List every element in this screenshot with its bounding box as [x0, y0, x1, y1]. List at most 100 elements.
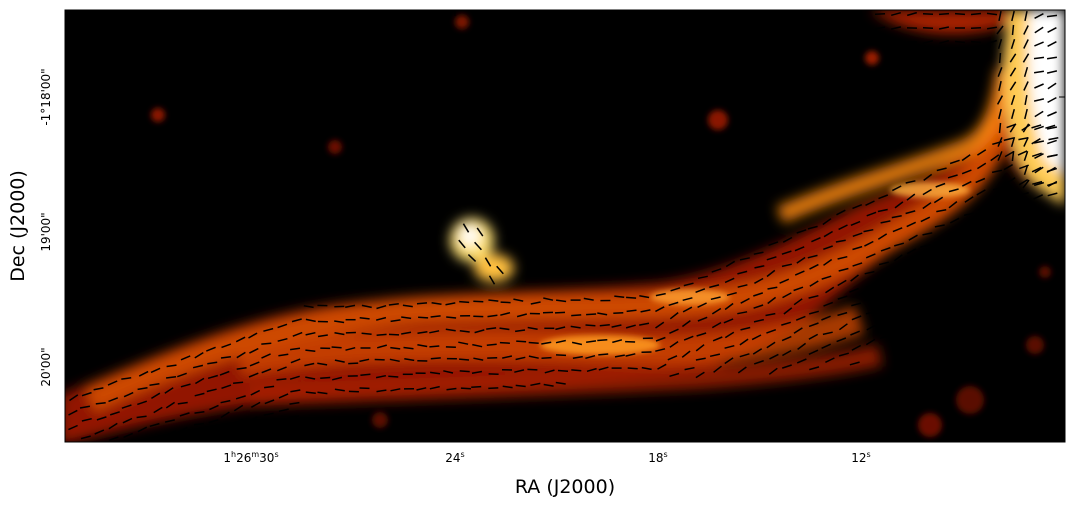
polarization-vector: [264, 399, 275, 405]
polarization-vector: [458, 239, 466, 249]
polarization-vector: [1034, 166, 1044, 174]
polarization-vector: [808, 294, 819, 299]
polarization-vector: [640, 309, 651, 313]
polarization-vector: [851, 302, 862, 307]
polarization-vector: [877, 233, 888, 240]
polarization-vector: [233, 381, 244, 385]
polarization-vector: [865, 200, 875, 206]
polarization-vector: [1046, 181, 1058, 187]
polarization-vector: [655, 292, 666, 297]
polarization-vector: [192, 364, 204, 369]
polarization-vector: [849, 361, 860, 366]
polarization-vector: [890, 26, 902, 30]
polarization-vector: [178, 426, 188, 433]
polarization-vector: [290, 358, 301, 364]
polarization-vector: [808, 349, 819, 355]
polarization-vector: [823, 301, 834, 307]
x-axis-label: RA (J2000): [515, 476, 615, 498]
polarization-vector: [1033, 194, 1044, 200]
polarization-vector: [555, 339, 566, 344]
polarization-vector: [1009, 67, 1017, 77]
polarization-vector: [850, 330, 860, 336]
polarization-vector: [808, 322, 819, 328]
polarization-vector: [723, 318, 734, 324]
polarization-vector: [597, 338, 608, 342]
polarization-vector: [429, 330, 440, 334]
polarization-vector: [166, 364, 177, 368]
polarization-vectors: [68, 10, 1059, 442]
polarization-vector: [515, 356, 526, 361]
polarization-vector: [96, 416, 107, 421]
polarization-vector: [1033, 181, 1045, 187]
polarization-vector: [1034, 26, 1044, 34]
polarization-vector: [970, 40, 982, 44]
polarization-vector: [838, 224, 848, 231]
polarization-vector: [948, 201, 958, 209]
polarization-vector: [655, 336, 666, 342]
polarization-vector: [695, 288, 706, 294]
axes-frame: [64, 9, 1066, 443]
polarization-vector: [1023, 81, 1029, 91]
polarization-vector: [668, 301, 679, 307]
polarization-vector: [543, 297, 554, 301]
polarization-vector: [108, 397, 119, 403]
polarization-vector: [739, 353, 750, 358]
polarization-vector: [781, 321, 792, 326]
polarization-vector: [554, 311, 566, 314]
polarization-vector: [390, 388, 401, 392]
polarization-vector: [136, 415, 147, 419]
polarization-vector: [825, 357, 835, 363]
polarization-vector: [874, 26, 886, 30]
polarization-vector: [684, 366, 695, 371]
polarization-vector: [571, 341, 583, 346]
polarization-vector: [499, 341, 510, 344]
polarization-vector: [94, 429, 105, 435]
polarization-vector: [262, 425, 273, 431]
polarization-vector: [923, 272, 933, 280]
polarization-vector: [695, 371, 705, 379]
polarization-vector: [348, 362, 359, 365]
polarization-vector: [954, 40, 966, 44]
polarization-vector: [823, 245, 833, 251]
polarization-vector: [975, 177, 986, 184]
polarization-vector: [279, 435, 289, 442]
polarization-vector: [767, 286, 778, 290]
polarization-vector: [766, 341, 776, 349]
polarization-vector: [961, 154, 971, 162]
polarization-vector: [1024, 108, 1028, 120]
polarization-vector: [598, 366, 609, 371]
polarization-vector: [879, 304, 889, 312]
polarization-vector: [1046, 167, 1058, 173]
polarization-vector: [947, 174, 958, 179]
polarization-vector: [695, 357, 706, 361]
polarization-vector: [376, 389, 387, 393]
polarization-vector: [996, 25, 1004, 35]
polarization-vector: [765, 312, 776, 317]
polarization-vector: [445, 302, 456, 306]
polarization-vector: [976, 189, 986, 196]
polarization-vector: [724, 277, 735, 284]
polarization-vector: [796, 256, 806, 264]
polarization-vector: [1006, 177, 1016, 184]
polarization-vector: [1010, 109, 1016, 119]
polarization-vector: [948, 230, 958, 236]
polarization-vector: [793, 298, 803, 306]
polarization-vector: [93, 387, 104, 391]
polarization-vector: [878, 261, 889, 266]
polarization-vector: [865, 338, 876, 346]
polarization-vector: [933, 248, 943, 256]
polarization-vector: [794, 270, 805, 276]
polarization-vector: [639, 322, 650, 326]
polarization-vector: [752, 348, 763, 355]
polarization-vector: [1024, 94, 1028, 106]
polarization-vector: [964, 196, 974, 203]
polarization-vector: [194, 392, 205, 397]
polarization-vector: [809, 366, 820, 371]
polarization-vector: [164, 387, 174, 394]
polarization-vector: [865, 253, 876, 259]
polarization-vector: [376, 344, 388, 349]
polarization-vector: [123, 391, 134, 398]
polarization-vector: [305, 376, 316, 380]
polarization-vector: [986, 12, 998, 16]
